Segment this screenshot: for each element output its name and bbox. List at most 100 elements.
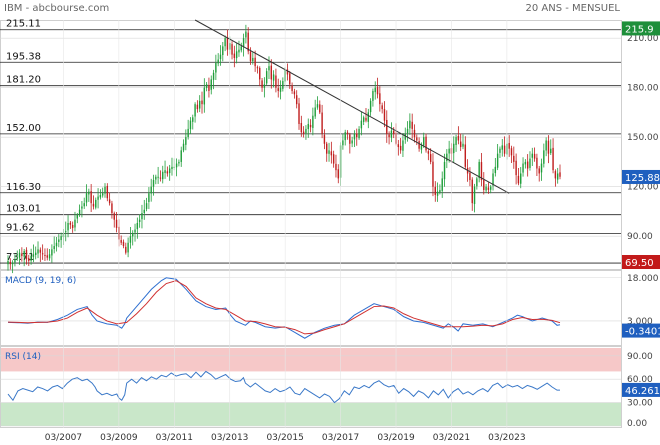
trendline	[194, 19, 510, 194]
chart-title: IBM - abcbourse.com	[4, 3, 109, 14]
candle-body	[150, 186, 152, 194]
x-tick-label: 03/2015	[266, 433, 303, 443]
candle-body	[298, 103, 300, 124]
candle-body	[242, 38, 245, 47]
candle-body	[145, 203, 148, 209]
candle-body	[164, 170, 166, 173]
candle-body	[254, 57, 256, 67]
rsi-oversold-zone	[1, 402, 621, 426]
candle-body	[198, 100, 201, 109]
macd-value-badge-value: -0.3401	[625, 327, 660, 338]
candle-body	[291, 85, 293, 91]
candle-body	[522, 163, 524, 173]
candle-body	[113, 213, 115, 220]
candle-body	[459, 141, 462, 148]
candle-body	[143, 209, 145, 213]
candle-body	[210, 79, 212, 90]
candle-body	[344, 132, 346, 141]
candle-body	[335, 163, 337, 171]
candle-body	[196, 104, 199, 110]
candle-body	[226, 37, 229, 50]
rsi-overbought-zone	[1, 348, 621, 372]
candle-body	[74, 219, 76, 228]
candle-body	[326, 143, 328, 154]
candle-body	[309, 124, 312, 128]
candle-body	[18, 252, 21, 258]
candle-body	[554, 171, 557, 179]
candle-body	[556, 173, 559, 180]
candle-body	[180, 150, 182, 162]
candle-body	[392, 130, 395, 134]
candle-body	[503, 145, 506, 154]
candle-body	[155, 176, 157, 180]
candle-body	[219, 54, 222, 60]
candle-body	[111, 203, 113, 214]
candle-body	[418, 141, 420, 149]
candle-body	[545, 140, 547, 151]
last-price-badge	[622, 169, 660, 184]
candle-body	[263, 84, 266, 88]
candle-body	[28, 258, 30, 261]
candle-body	[383, 109, 386, 121]
candle-body	[245, 31, 247, 38]
candle-body	[508, 143, 510, 149]
candle-body	[372, 90, 374, 101]
candle-body	[46, 255, 48, 258]
candle-body	[21, 253, 23, 256]
candle-body	[168, 168, 171, 174]
candle-body	[471, 179, 473, 204]
level-label: 215.11	[6, 19, 41, 30]
candle-body	[411, 121, 413, 129]
candle-body	[367, 112, 370, 122]
candle-body	[464, 144, 467, 167]
candle-body	[540, 163, 543, 173]
candle-body	[314, 107, 316, 117]
candle-body	[194, 104, 196, 117]
candle-body	[261, 80, 263, 88]
candle-body	[192, 117, 194, 122]
candle-body	[510, 148, 513, 156]
x-tick-label: 03/2013	[211, 433, 248, 443]
candle-body	[11, 262, 14, 265]
candle-body	[420, 145, 423, 150]
candle-body	[14, 259, 16, 263]
candle-body	[272, 74, 275, 81]
candle-body	[138, 219, 141, 223]
rsi-tick-label: 30.00	[627, 399, 653, 409]
candle-body	[390, 130, 393, 138]
candle-body	[51, 249, 53, 256]
candle-body	[166, 171, 169, 174]
candle-body	[536, 157, 538, 169]
rsi-tick-label: 90.00	[627, 352, 653, 362]
rsi-tick-label: 60.00	[627, 375, 653, 385]
candle-body	[132, 232, 134, 237]
candle-body	[44, 254, 46, 256]
price-tick-label: 120.00	[627, 183, 659, 193]
candle-body	[351, 140, 353, 144]
candle-body	[321, 112, 323, 134]
candle-body	[379, 93, 381, 105]
candle-body	[122, 241, 125, 247]
rsi-gridlines	[0, 355, 621, 427]
candle-body	[60, 236, 62, 241]
candle-body	[425, 136, 427, 151]
candle-body	[342, 140, 344, 146]
level-label: 103.01	[6, 204, 41, 215]
candle-body	[71, 224, 74, 228]
candle-body	[85, 193, 88, 203]
price-gridlines	[0, 37, 621, 237]
candle-body	[360, 120, 363, 129]
candle-body	[92, 203, 95, 207]
x-tick-label: 03/2017	[322, 433, 359, 443]
candle-body	[328, 150, 330, 154]
candle-body	[97, 196, 99, 200]
level-label: 91.62	[6, 222, 35, 233]
candle-body	[136, 222, 139, 230]
macd-value-badge	[622, 323, 660, 338]
candle-body	[215, 62, 217, 73]
candle-body	[30, 255, 32, 261]
candle-body	[90, 191, 92, 204]
candle-body	[95, 199, 97, 208]
candle-body	[293, 91, 296, 95]
